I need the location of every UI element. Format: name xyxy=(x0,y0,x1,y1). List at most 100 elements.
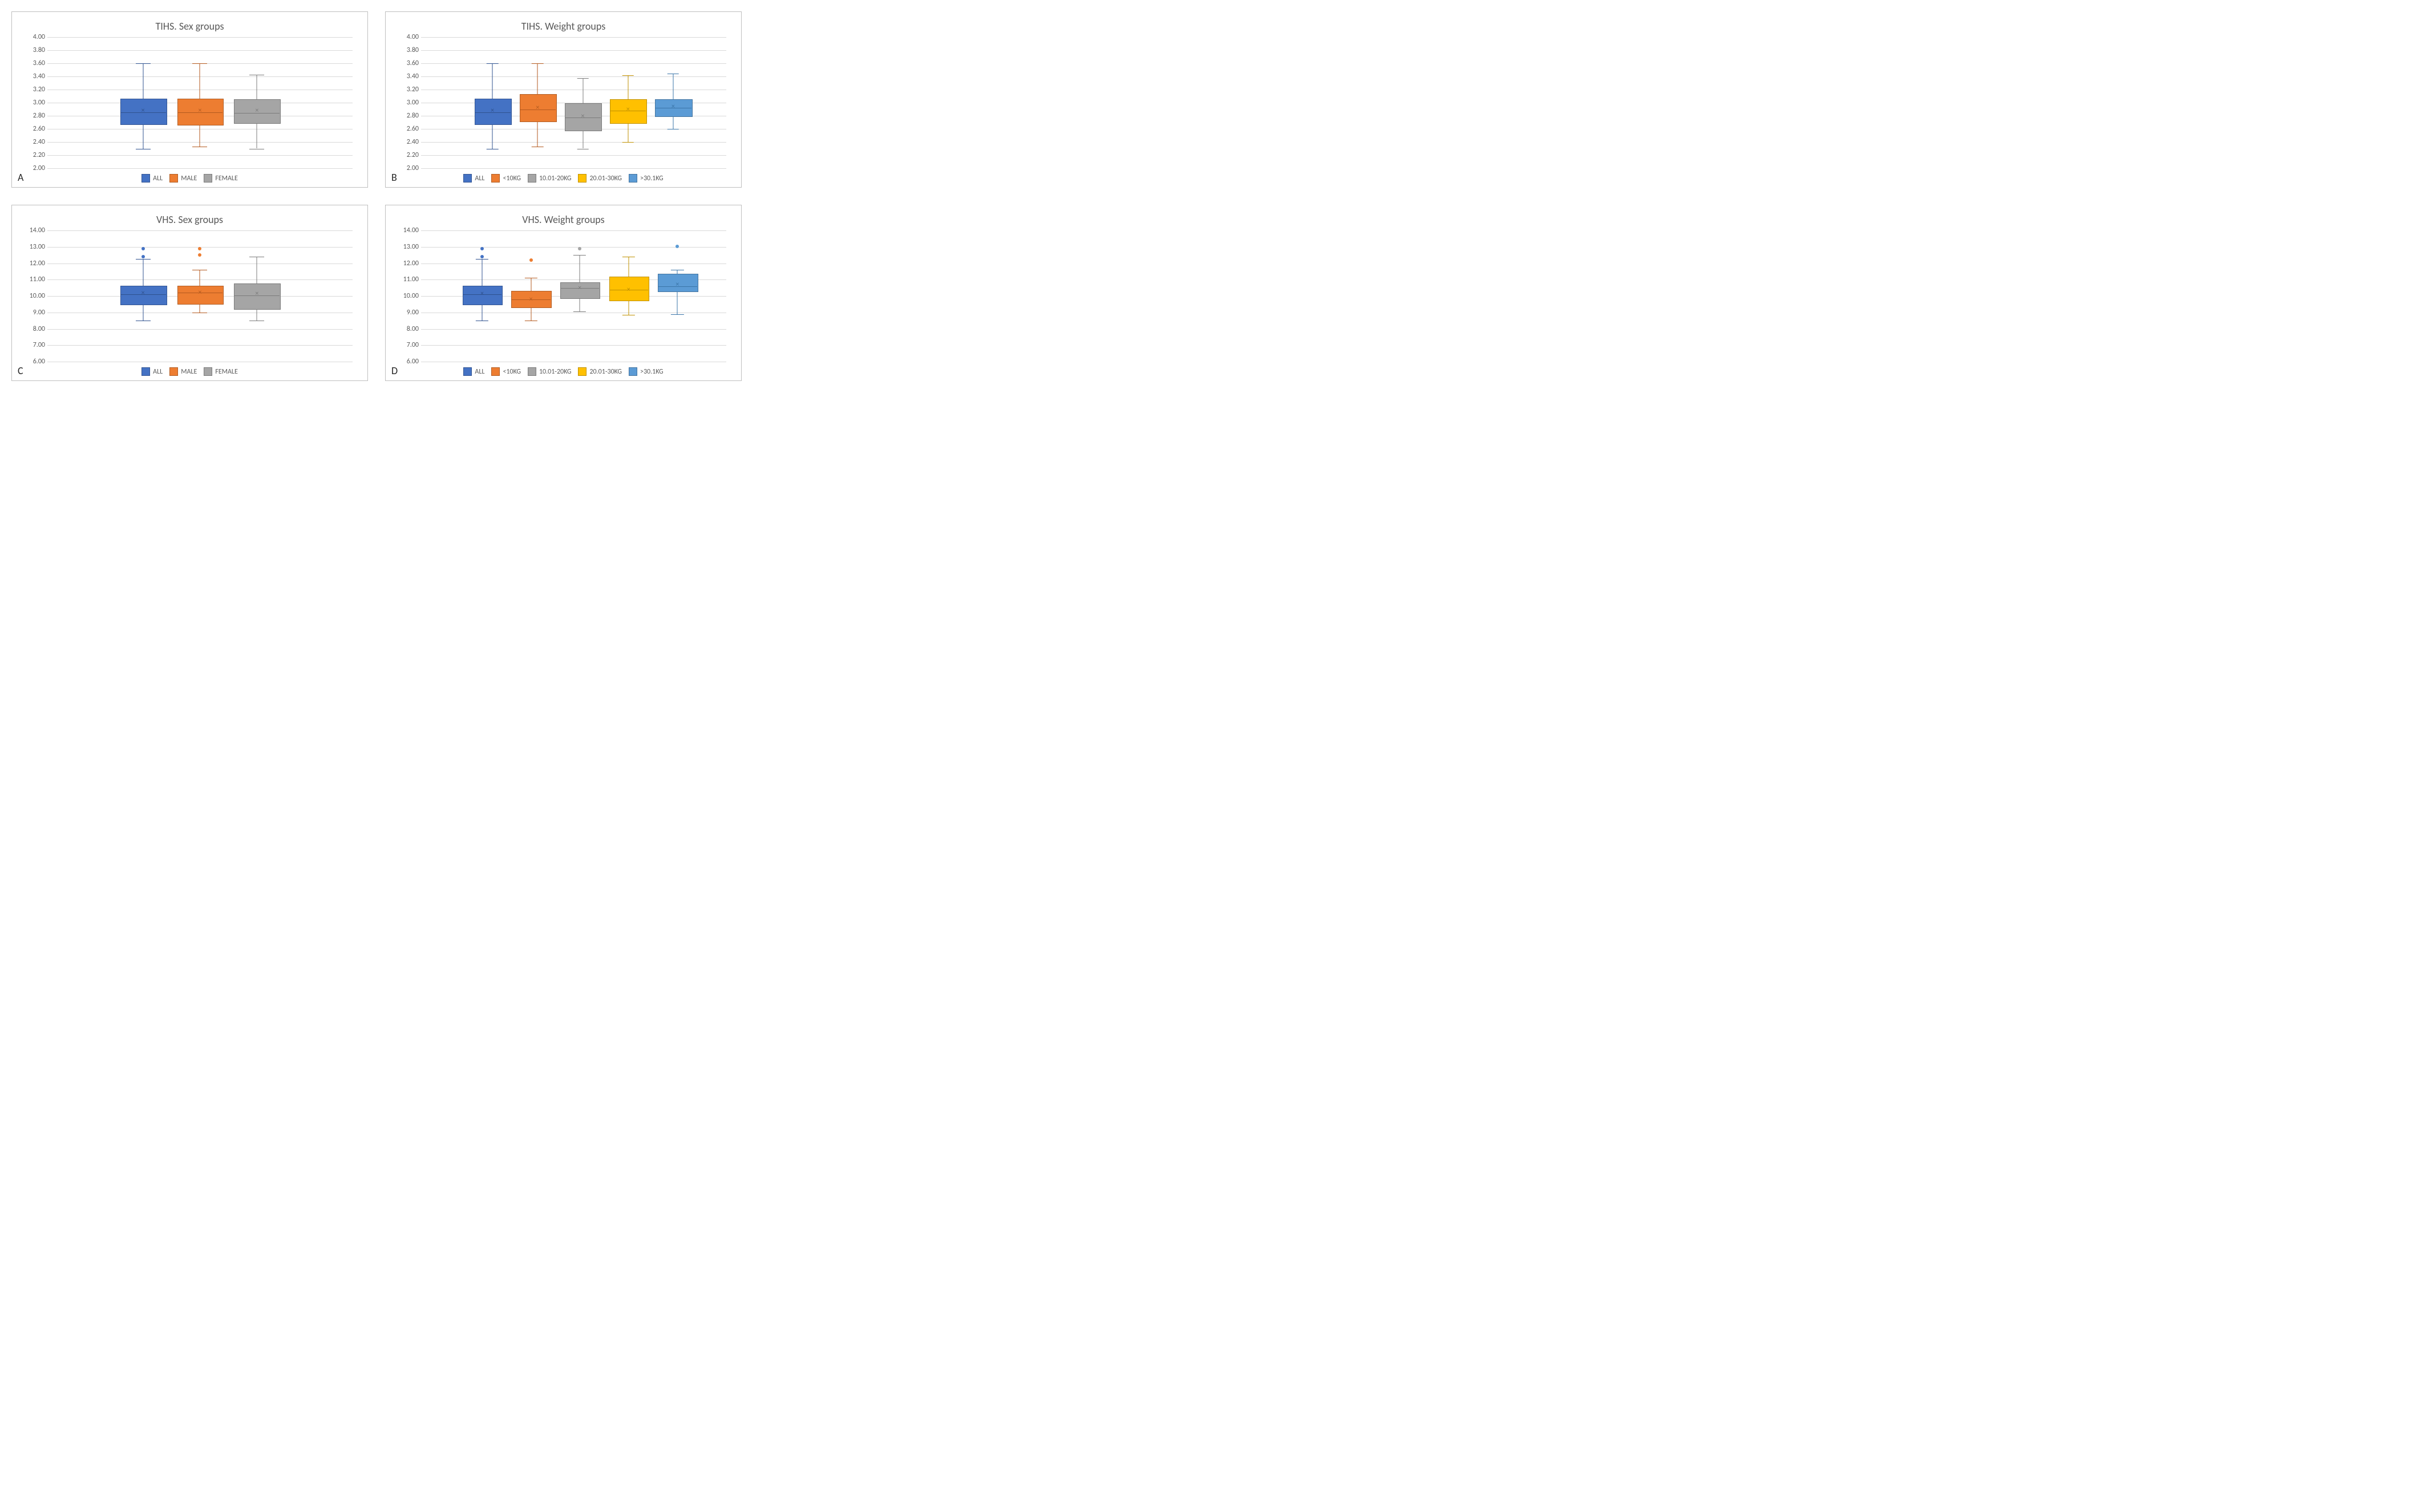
legend-label: MALE xyxy=(181,175,197,183)
legend-label: <10KG xyxy=(503,368,520,376)
legend-item: >30.1KG xyxy=(629,174,664,183)
chart-area: 2.002.202.402.602.803.003.203.403.603.80… xyxy=(421,37,726,168)
legend-label: <10KG xyxy=(503,175,520,183)
legend-item: 10.01-20KG xyxy=(528,174,572,183)
mean-marker: × xyxy=(198,289,201,296)
mean-marker: × xyxy=(578,285,581,291)
y-axis-label: 12.00 xyxy=(396,260,419,267)
legend-swatch xyxy=(204,367,212,376)
y-axis-label: 3.80 xyxy=(22,46,45,54)
plot: 2.002.202.402.602.803.003.203.403.603.80… xyxy=(421,37,726,168)
legend-label: ALL xyxy=(153,175,163,183)
y-axis-label: 2.20 xyxy=(396,151,419,159)
legend-item: <10KG xyxy=(491,174,520,183)
y-axis-label: 2.80 xyxy=(396,112,419,120)
y-axis-label: 2.00 xyxy=(396,164,419,172)
box-MALE: × xyxy=(172,230,229,362)
box-10.01-20KG: × xyxy=(555,230,604,362)
mean-marker: × xyxy=(141,290,145,297)
plot: 6.007.008.009.0010.0011.0012.0013.0014.0… xyxy=(47,230,353,362)
mean-marker: × xyxy=(672,103,675,110)
outlier-point xyxy=(198,247,201,250)
mean-marker: × xyxy=(198,107,201,114)
legend-label: >30.1KG xyxy=(640,175,664,183)
whisker-cap xyxy=(476,259,488,260)
mean-marker: × xyxy=(581,113,585,120)
outlier-point xyxy=(676,245,679,248)
legend-swatch xyxy=(629,367,637,376)
legend-label: FEMALE xyxy=(215,175,237,183)
y-axis-label: 6.00 xyxy=(396,358,419,366)
box->30.1KG: × xyxy=(650,37,695,168)
legend-swatch xyxy=(528,367,536,376)
y-axis-label: 2.00 xyxy=(22,164,45,172)
whisker-cap xyxy=(136,63,151,64)
panel-title: TIHS. Sex groups xyxy=(22,20,357,33)
plot: 2.002.202.402.602.803.003.203.403.603.80… xyxy=(47,37,353,168)
y-axis-label: 3.00 xyxy=(396,99,419,107)
legend-item: MALE xyxy=(169,174,197,183)
y-axis-label: 3.40 xyxy=(22,72,45,80)
legend: ALLMALEFEMALE xyxy=(22,367,357,376)
y-axis-label: 14.00 xyxy=(22,226,45,234)
legend-swatch xyxy=(491,174,500,183)
y-axis-label: 10.00 xyxy=(396,292,419,300)
outlier-point xyxy=(578,247,581,250)
whisker-cap xyxy=(577,78,589,79)
whisker-cap xyxy=(573,255,586,256)
panel-grid: TIHS. Sex groups 2.002.202.402.602.803.00… xyxy=(11,11,742,381)
box-<10KG: × xyxy=(507,230,556,362)
box-20.01-30KG: × xyxy=(605,37,650,168)
chart-panel-B: TIHS. Weight groups 2.002.202.402.602.803… xyxy=(385,11,742,188)
box-FEMALE: × xyxy=(228,37,285,168)
legend-item: <10KG xyxy=(491,367,520,376)
legend-item: 10.01-20KG xyxy=(528,367,572,376)
panel-letter: A xyxy=(18,171,23,184)
y-axis-label: 13.00 xyxy=(396,243,419,251)
legend-label: 10.01-20KG xyxy=(539,368,572,376)
mean-marker: × xyxy=(255,107,258,114)
y-axis-label: 2.60 xyxy=(396,125,419,133)
box-ALL: × xyxy=(115,37,172,168)
legend-swatch xyxy=(629,174,637,183)
whisker-cap xyxy=(192,63,207,64)
y-axis-label: 9.00 xyxy=(22,309,45,317)
y-axis-label: 4.00 xyxy=(22,33,45,41)
legend-swatch xyxy=(463,174,472,183)
legend-label: >30.1KG xyxy=(640,368,664,376)
y-axis-label: 14.00 xyxy=(396,226,419,234)
legend-swatch xyxy=(169,174,178,183)
y-axis-label: 2.60 xyxy=(22,125,45,133)
box-<10KG: × xyxy=(515,37,560,168)
legend-label: ALL xyxy=(153,368,163,376)
y-axis-label: 7.00 xyxy=(22,341,45,349)
legend-item: ALL xyxy=(141,174,163,183)
panel-title: VHS. Weight groups xyxy=(396,213,731,226)
mean-marker: × xyxy=(676,281,679,288)
panel-letter: D xyxy=(391,364,398,377)
outlier-point xyxy=(529,258,533,262)
chart-panel-C: VHS. Sex groups6.007.008.009.0010.0011.0… xyxy=(11,205,368,381)
mean-marker: × xyxy=(529,296,533,303)
mean-marker: × xyxy=(536,104,539,111)
outlier-point xyxy=(480,247,484,250)
y-axis-label: 11.00 xyxy=(22,275,45,283)
box-MALE: × xyxy=(172,37,229,168)
y-axis-label: 6.00 xyxy=(22,358,45,366)
outlier-point xyxy=(141,255,145,258)
whisker-cap xyxy=(671,314,683,315)
chart-panel-D: VHS. Weight groups6.007.008.009.0010.001… xyxy=(385,205,742,381)
gridline xyxy=(421,168,726,169)
panel-title: TIHS. Weight groups xyxy=(396,20,731,33)
box-group: ××× xyxy=(115,230,286,362)
legend-item: >30.1KG xyxy=(629,367,664,376)
legend-item: ALL xyxy=(463,367,484,376)
y-axis-label: 9.00 xyxy=(396,309,419,317)
panel-letter: C xyxy=(18,364,23,377)
chart-area: 6.007.008.009.0010.0011.0012.0013.0014.0… xyxy=(47,230,353,362)
legend-label: ALL xyxy=(475,175,484,183)
legend-label: FEMALE xyxy=(215,368,237,376)
box-ALL: × xyxy=(115,230,172,362)
box-20.01-30KG: × xyxy=(604,230,653,362)
y-axis-label: 11.00 xyxy=(396,275,419,283)
